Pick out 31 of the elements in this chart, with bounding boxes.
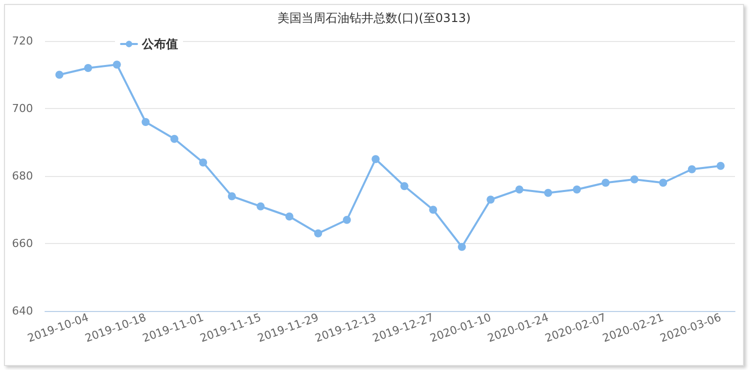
- point: [228, 192, 236, 200]
- y-tick-label: 680: [12, 170, 33, 182]
- point: [372, 155, 380, 164]
- point: [716, 162, 725, 170]
- point: [342, 216, 351, 224]
- point: [285, 212, 294, 220]
- y-tick-label: 660: [12, 237, 33, 250]
- point: [429, 206, 438, 214]
- point: [84, 64, 92, 72]
- point: [170, 134, 178, 143]
- point: [544, 188, 552, 197]
- point: [55, 70, 64, 79]
- point: [256, 202, 265, 210]
- y-tick-label: 640: [12, 304, 33, 318]
- point: [486, 196, 495, 204]
- y-tick-label: 720: [12, 34, 33, 48]
- point: [630, 175, 638, 184]
- point: [142, 118, 150, 126]
- point: [602, 178, 610, 187]
- point: [112, 60, 121, 69]
- point: [688, 165, 696, 174]
- legend-label: 公布值: [141, 37, 178, 51]
- point: [572, 186, 581, 194]
- point: [314, 229, 322, 238]
- y-tick-label: 700: [12, 102, 33, 115]
- point: [400, 182, 408, 190]
- point: [515, 186, 524, 194]
- point: [199, 158, 208, 166]
- chart-title: 美国当周石油钻井总数(口)(至0313): [277, 11, 471, 25]
- point: [458, 242, 466, 251]
- point: [659, 178, 668, 187]
